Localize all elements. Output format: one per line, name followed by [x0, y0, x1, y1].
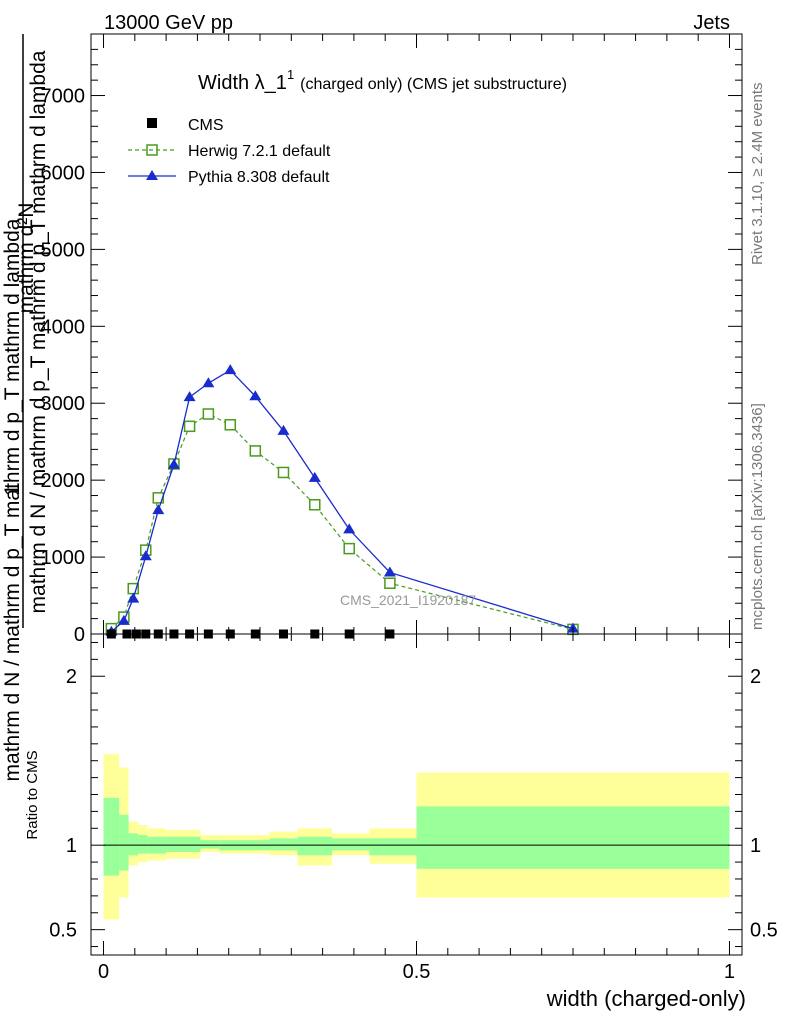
ratio-inner-band-11: [369, 838, 417, 856]
ratio-ytick-label-right: 1: [750, 835, 761, 857]
legend-pythia-label: Pythia 8.308 default: [188, 169, 330, 186]
header-left: 13000 GeV pp: [104, 12, 233, 34]
pythia-point: [152, 504, 165, 515]
pythia-point: [117, 614, 130, 625]
legend-herwig-marker: [146, 144, 158, 156]
ratio-inner-band-2: [128, 833, 138, 856]
herwig-point: [343, 542, 355, 555]
xtick-label: 0: [98, 961, 109, 983]
main-ytick-label: 0: [74, 624, 85, 646]
herwig-point: [277, 466, 290, 479]
herwig-point: [202, 408, 215, 420]
ratio-ytick-label-right: 0.5: [750, 920, 778, 942]
ratio-inner-band-0: [103, 797, 120, 876]
rivet-label: Rivet 3.1.10, ≥ 2.4M events: [749, 83, 766, 266]
header-right: Jets: [693, 12, 730, 34]
ratio-ytick-label-left: 1: [66, 835, 77, 857]
pythia-point: [343, 523, 356, 534]
pythia-point: [127, 592, 140, 603]
ratio-inner-band-9: [297, 836, 332, 856]
ratio-inner-band-6: [200, 840, 220, 849]
main-ytick-label: 4000: [41, 316, 86, 338]
main-ytick-label: 7000: [41, 86, 86, 108]
ratio-inner-band-5: [166, 836, 201, 852]
herwig-point: [224, 419, 237, 431]
herwig-point: [152, 492, 165, 504]
tick-labels: 0 1000 2000 3000 4000 5000 6000 7000 0.5 0.5 1 1 2 2 0…: [41, 86, 778, 983]
xtick-label: 0.5: [403, 961, 431, 983]
ratio-bands: [103, 753, 730, 920]
main-ytick-label: 2000: [41, 470, 86, 492]
pythia-point: [139, 550, 152, 561]
analysis-watermark: CMS_2021_I1920187: [340, 592, 476, 608]
ylabel-den: mathrm d N / mathrm d p_T mathrm d p_T m…: [1, 218, 24, 781]
ratio-inner-band-10: [331, 838, 370, 851]
xtick-label: 1: [724, 961, 735, 983]
chart-title: Width λ_11(charged only) (CMS jet substr…: [198, 67, 567, 94]
legend-pythia-marker: [146, 170, 158, 180]
ylabel-frac-num: mathrm d²N: [15, 203, 38, 314]
herwig-point: [183, 420, 196, 433]
axis-ticks: [91, 33, 742, 955]
pythia-point: [308, 471, 321, 482]
ratio-inner-band-8: [269, 838, 298, 851]
pythia-point: [383, 566, 396, 577]
legend-cms-marker: [147, 118, 157, 128]
herwig-point: [384, 577, 396, 589]
pythia-point: [183, 391, 196, 402]
legend-cms-label: CMS: [188, 117, 224, 134]
main-ytick-label: 1000: [41, 547, 86, 569]
ratio-ytick-label-left: 0.5: [49, 920, 77, 942]
ratio-inner-band-1: [119, 814, 129, 871]
ratio-ytick-label-left: 2: [66, 666, 77, 688]
x-axis-label: width (charged-only): [546, 986, 746, 1011]
main-ytick-label: 3000: [41, 393, 86, 415]
main-ylabel: mathrm d N / mathrm d p_T mathrm d p_T m…: [1, 34, 50, 781]
ratio-ylabel: Ratio to CMS: [24, 750, 41, 839]
legend: CMS Herwig 7.2.1 default Pythia 8.308 de…: [128, 117, 331, 186]
ratio-ytick-label-right: 2: [750, 666, 761, 688]
ratio-inner-band-3: [137, 835, 148, 854]
legend-herwig-label: Herwig 7.2.1 default: [188, 143, 331, 160]
pythia-point: [167, 458, 180, 469]
pythia-series: [105, 364, 579, 636]
ylabel-frac-den: mathrm d N / mathrm d p_T mathrm d p_T m…: [27, 50, 50, 613]
main-ytick-label: 5000: [41, 239, 86, 261]
pythia-point: [224, 364, 237, 375]
pythia-point: [202, 377, 215, 388]
ratio-inner-band-12: [416, 806, 730, 869]
main-ytick-label: 6000: [41, 162, 86, 184]
herwig-point: [309, 499, 321, 511]
pythia-point: [277, 424, 290, 435]
ylabel-num: 1: [1, 484, 24, 496]
pythia-point: [249, 390, 262, 401]
herwig-point: [249, 445, 262, 457]
mcplots-label: mcplots.cern.ch [arXiv:1306.3436]: [749, 403, 766, 630]
